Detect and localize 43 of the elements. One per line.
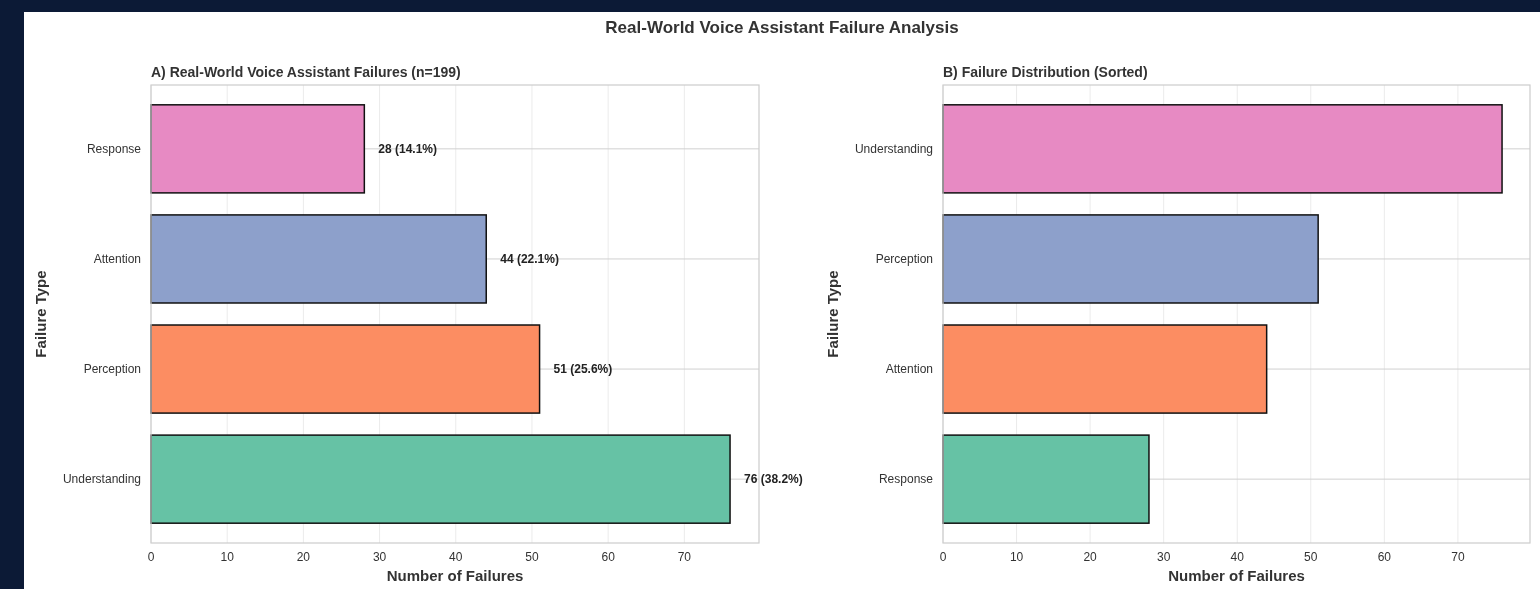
x-tick-label: 0 xyxy=(147,550,155,564)
x-tick-label: 10 xyxy=(220,550,235,564)
chart-title: A) Real-World Voice Assistant Failures (n=199) xyxy=(151,64,461,80)
x-tick-label: 20 xyxy=(296,550,311,564)
bar xyxy=(942,214,1319,304)
x-tick-label: 60 xyxy=(601,550,616,564)
bar xyxy=(150,324,541,414)
x-tick-label: 70 xyxy=(677,550,692,564)
chart-title: B) Failure Distribution (Sorted) xyxy=(943,64,1148,80)
y-tick-label: Perception xyxy=(83,362,141,377)
y-tick-label: Attention xyxy=(93,252,141,267)
x-tick-label: 70 xyxy=(1451,550,1465,564)
data-label: 51 (25.6%) xyxy=(553,362,613,377)
y-tick-label: Response xyxy=(878,472,934,487)
bar xyxy=(150,434,731,524)
y-tick-label: Perception xyxy=(875,252,933,267)
y-tick-label: Understanding xyxy=(854,142,933,157)
y-axis-title: Failure Type xyxy=(32,270,49,358)
data-label: 44 (22.1%) xyxy=(500,252,559,267)
x-tick-label: 50 xyxy=(1304,550,1318,564)
bar xyxy=(150,104,366,194)
x-tick-label: 50 xyxy=(525,550,539,564)
x-tick-label: 30 xyxy=(372,550,387,564)
x-tick-label: 0 xyxy=(939,550,947,564)
x-tick-label: 40 xyxy=(449,550,463,564)
bar xyxy=(150,214,487,304)
x-tick-label: 30 xyxy=(1157,550,1171,564)
x-axis-title: Number of Failures xyxy=(386,567,524,584)
x-tick-label: 60 xyxy=(1377,550,1392,564)
data-label: 76 (38.2%) xyxy=(744,472,803,487)
data-label: 28 (14.1%) xyxy=(378,142,438,157)
x-tick-label: 20 xyxy=(1083,550,1098,564)
text: Real-World Voice Assistant Failure Analysis xyxy=(605,18,959,37)
y-tick-label: Response xyxy=(86,142,142,157)
y-axis-title: Failure Type xyxy=(824,270,841,358)
x-axis-title: Number of Failures xyxy=(1168,567,1305,584)
x-tick-label: 40 xyxy=(1230,550,1245,564)
y-tick-label: Attention xyxy=(885,362,933,377)
bar xyxy=(942,104,1503,194)
bar xyxy=(942,324,1268,414)
x-tick-label: 10 xyxy=(1009,550,1024,564)
y-tick-label: Understanding xyxy=(62,472,141,487)
bar xyxy=(942,434,1150,524)
